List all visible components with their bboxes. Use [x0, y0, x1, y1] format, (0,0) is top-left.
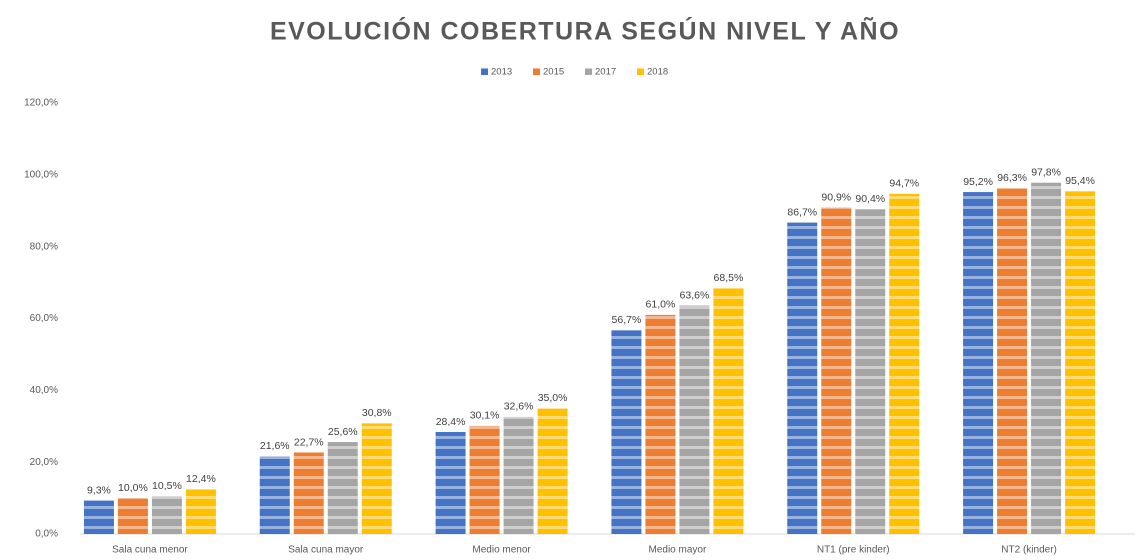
bar	[117, 498, 148, 534]
bar	[787, 222, 818, 535]
y-tick-label: 40,0%	[30, 385, 58, 396]
bar	[821, 207, 852, 534]
legend-swatch	[585, 68, 592, 75]
data-label: 96,3%	[997, 172, 1027, 184]
x-tick-label: NT1 (pre kinder)	[817, 545, 890, 556]
legend-label: 2013	[491, 67, 512, 78]
x-tick-label: Sala cuna mayor	[288, 545, 364, 556]
bar	[469, 425, 500, 534]
bar	[435, 431, 466, 534]
data-label: 95,4%	[1065, 175, 1095, 187]
data-label: 68,5%	[714, 272, 744, 284]
bar	[259, 456, 290, 534]
bar	[151, 496, 182, 534]
bar	[503, 416, 534, 534]
x-tick-label: NT2 (kinder)	[1001, 545, 1057, 556]
data-label: 94,7%	[889, 178, 919, 190]
data-label: 30,8%	[362, 407, 392, 419]
y-tick-label: 0,0%	[35, 529, 58, 540]
data-label: 56,7%	[612, 314, 642, 326]
data-label: 86,7%	[787, 206, 817, 218]
legend-label: 2017	[595, 67, 616, 78]
x-tick-label: Medio mayor	[649, 545, 707, 556]
bar	[645, 314, 676, 534]
data-label: 28,4%	[436, 416, 466, 428]
y-tick-label: 80,0%	[30, 241, 58, 252]
legend-label: 2018	[647, 67, 668, 78]
x-tick-label: Medio menor	[472, 545, 531, 556]
data-label: 12,4%	[186, 473, 216, 485]
bar	[713, 287, 744, 534]
x-tick-label: Sala cuna menor	[112, 545, 188, 556]
y-tick-label: 20,0%	[30, 457, 58, 468]
data-label: 25,6%	[328, 426, 358, 438]
y-tick-label: 100,0%	[24, 169, 58, 180]
bar	[889, 193, 920, 534]
data-label: 22,7%	[294, 436, 324, 448]
bar	[1065, 191, 1096, 535]
y-tick-label: 60,0%	[30, 313, 58, 324]
bar	[963, 192, 994, 534]
data-label: 90,9%	[821, 191, 851, 203]
chart-title: EVOLUCIÓN COBERTURA SEGÚN NIVEL Y AÑO	[270, 16, 900, 46]
legend-swatch	[637, 68, 644, 75]
bar	[997, 188, 1028, 534]
data-label: 9,3%	[87, 484, 111, 496]
data-label: 90,4%	[855, 193, 885, 205]
bar	[327, 442, 358, 534]
bar	[361, 423, 392, 534]
bar	[537, 408, 568, 534]
data-label: 32,6%	[504, 401, 534, 413]
data-label: 35,0%	[538, 392, 568, 404]
bar	[1031, 182, 1062, 535]
data-label: 61,0%	[646, 299, 676, 311]
bar	[855, 209, 886, 534]
data-label: 97,8%	[1031, 167, 1061, 179]
data-label: 63,6%	[680, 289, 710, 301]
legend-swatch	[533, 68, 540, 75]
bar	[293, 452, 324, 534]
y-tick-label: 120,0%	[24, 98, 58, 109]
data-label: 21,6%	[260, 440, 290, 452]
bar	[185, 489, 216, 534]
data-label: 30,1%	[470, 410, 500, 422]
bar	[611, 330, 642, 534]
data-label: 10,5%	[152, 480, 182, 492]
bar	[83, 500, 114, 534]
data-label: 10,0%	[118, 482, 148, 494]
legend-label: 2015	[543, 67, 564, 78]
legend-swatch	[481, 68, 488, 75]
bar	[679, 305, 710, 534]
data-label: 95,2%	[963, 176, 993, 188]
